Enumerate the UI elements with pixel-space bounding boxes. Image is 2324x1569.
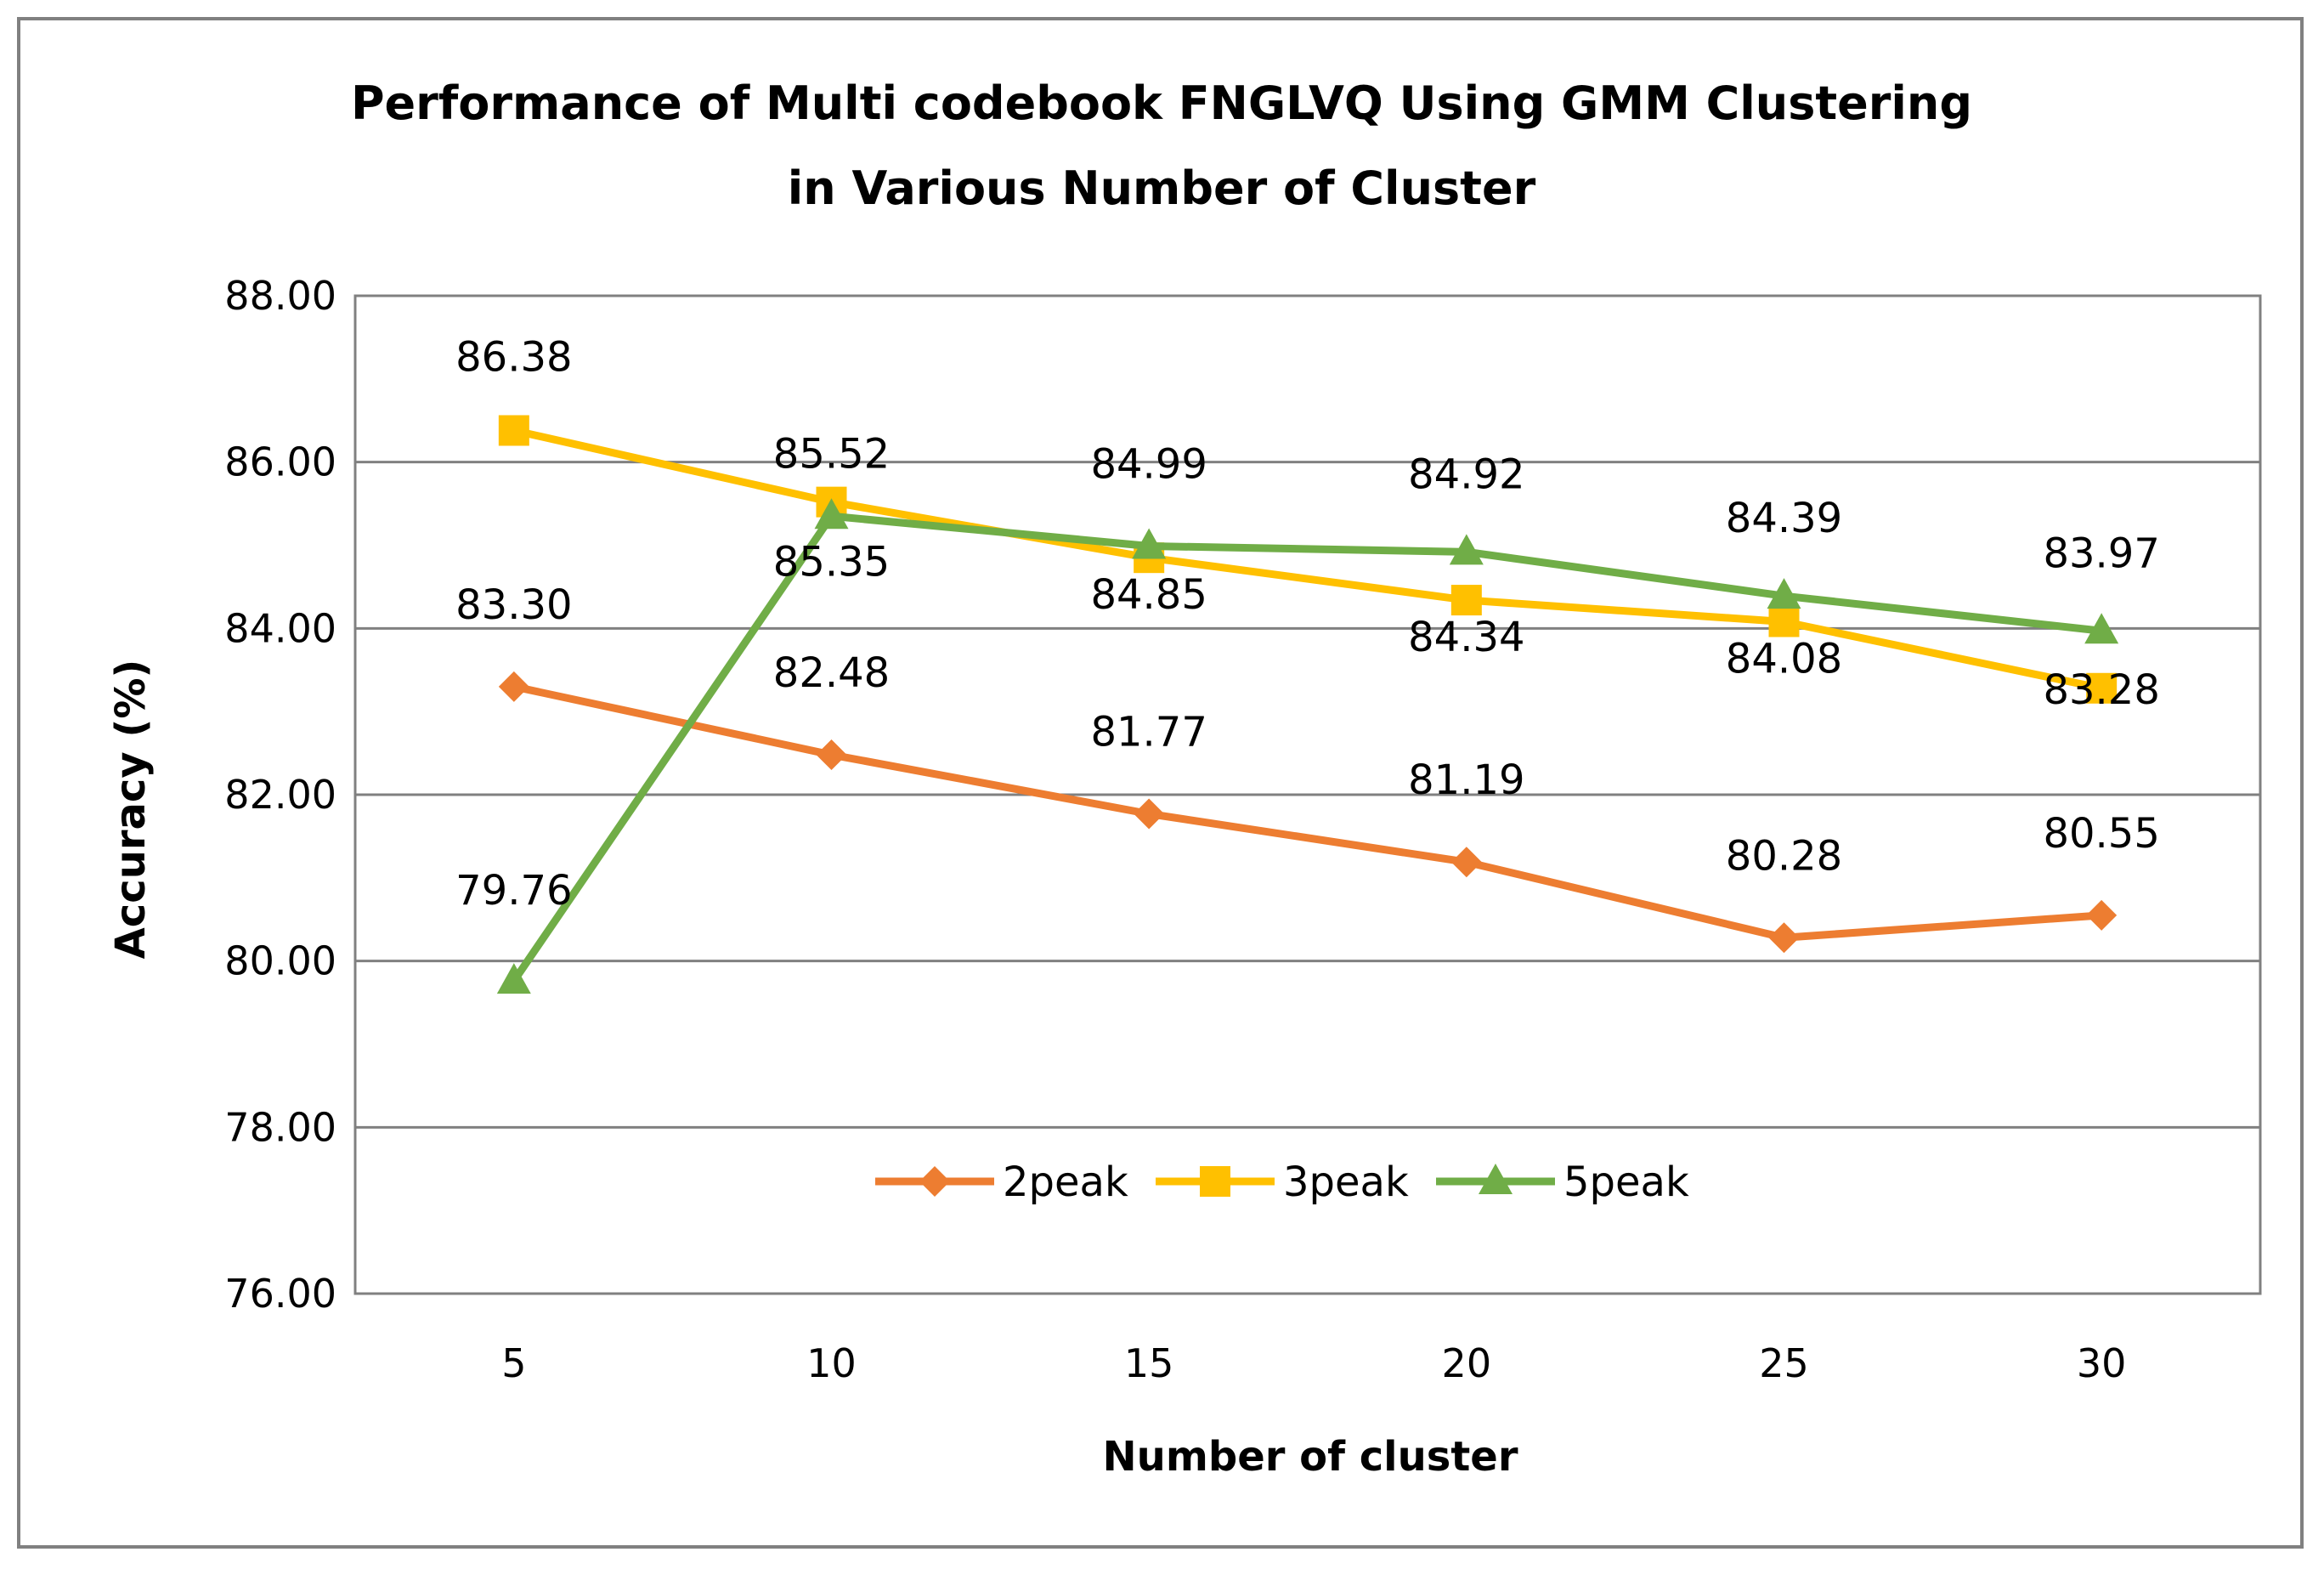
data-point-3peak [1768, 606, 1800, 637]
y-tick-label: 78.00 [224, 1104, 336, 1150]
data-label-5peak: 84.92 [1408, 450, 1524, 498]
data-point-3peak [1450, 585, 1482, 616]
data-point-2peak [1134, 798, 1165, 830]
data-label-3peak: 84.34 [1408, 614, 1524, 661]
y-tick-label: 84.00 [224, 605, 336, 651]
y-tick-label: 82.00 [224, 772, 336, 818]
data-label-5peak: 85.35 [773, 538, 890, 586]
data-label-3peak: 84.08 [1726, 636, 1842, 683]
legend-marker-5peak [1479, 1164, 1513, 1194]
data-point-2peak [1450, 847, 1482, 878]
data-label-2peak: 81.19 [1408, 756, 1524, 804]
series-lines [496, 415, 2119, 994]
data-label-5peak: 84.99 [1090, 440, 1207, 488]
data-label-5peak: 83.97 [2043, 530, 2159, 577]
series-line-3peak [512, 427, 2103, 693]
data-label-2peak: 82.48 [773, 649, 890, 697]
data-point-3peak [498, 415, 529, 446]
data-point-2peak [2086, 899, 2118, 931]
data-label-5peak: 79.76 [455, 867, 572, 915]
x-tick-label: 20 [1442, 1340, 1492, 1386]
y-tick-label: 86.00 [224, 439, 336, 485]
data-point-5peak [1449, 534, 1484, 565]
y-axis-title: Accuracy (%) [107, 660, 155, 960]
data-point-3peak [2086, 672, 2118, 704]
data-point-5peak [1132, 528, 1167, 559]
x-tick-label: 10 [806, 1340, 857, 1386]
legend: 2peak 3peak 5peak [875, 1158, 1689, 1206]
plot-area [353, 294, 2262, 1295]
x-tick-label: 5 [501, 1340, 526, 1386]
y-tick-label: 80.00 [224, 938, 336, 984]
x-tick-label: 25 [1759, 1340, 1809, 1386]
legend-label-5peak: 5peak [1563, 1158, 1689, 1206]
y-tick-label: 76.00 [224, 1271, 336, 1317]
data-point-5peak [2084, 613, 2119, 644]
data-point-5peak [814, 498, 849, 530]
data-label-2peak: 80.28 [1726, 832, 1842, 880]
data-label-2peak: 80.55 [2043, 810, 2159, 858]
series-line-2peak [512, 683, 2102, 942]
x-axis-ticks: 5 10 15 20 25 30 [501, 1340, 2126, 1386]
data-label-3peak: 86.38 [455, 333, 572, 381]
data-label-2peak: 81.77 [1090, 709, 1207, 756]
legend-label-2peak: 2peak [1003, 1158, 1128, 1206]
legend-label-3peak: 3peak [1283, 1158, 1409, 1206]
data-label-3peak: 84.85 [1090, 571, 1207, 619]
data-point-2peak [816, 739, 847, 771]
data-labels: 83.30 82.48 81.77 81.19 80.28 80.55 86.38 85.52… [455, 333, 2160, 915]
y-tick-label: 88.00 [224, 273, 336, 319]
data-point-5peak [1767, 578, 1801, 609]
x-axis-title: Number of cluster [1102, 1433, 1518, 1481]
chart-title-line-1: Performance of Multi codebook FNGLVQ Usi… [351, 76, 1972, 130]
data-point-2peak [1768, 922, 1800, 954]
chart-title-line-2: in Various Number of Cluster [788, 161, 1536, 215]
data-label-5peak: 84.39 [1726, 495, 1842, 542]
legend-marker-3peak [1200, 1166, 1230, 1197]
data-label-3peak: 83.28 [2043, 666, 2159, 714]
legend-marker-2peak [919, 1166, 950, 1197]
x-tick-label: 30 [2077, 1340, 2127, 1386]
data-label-3peak: 85.52 [773, 431, 890, 479]
series-line-5peak [511, 512, 2102, 983]
data-label-2peak: 83.30 [455, 581, 572, 629]
data-point-2peak [498, 671, 529, 702]
data-point-5peak [496, 963, 531, 994]
x-tick-label: 15 [1124, 1340, 1174, 1386]
y-axis-ticks: 76.00 78.00 80.00 82.00 84.00 86.00 88.00 [224, 273, 336, 1317]
